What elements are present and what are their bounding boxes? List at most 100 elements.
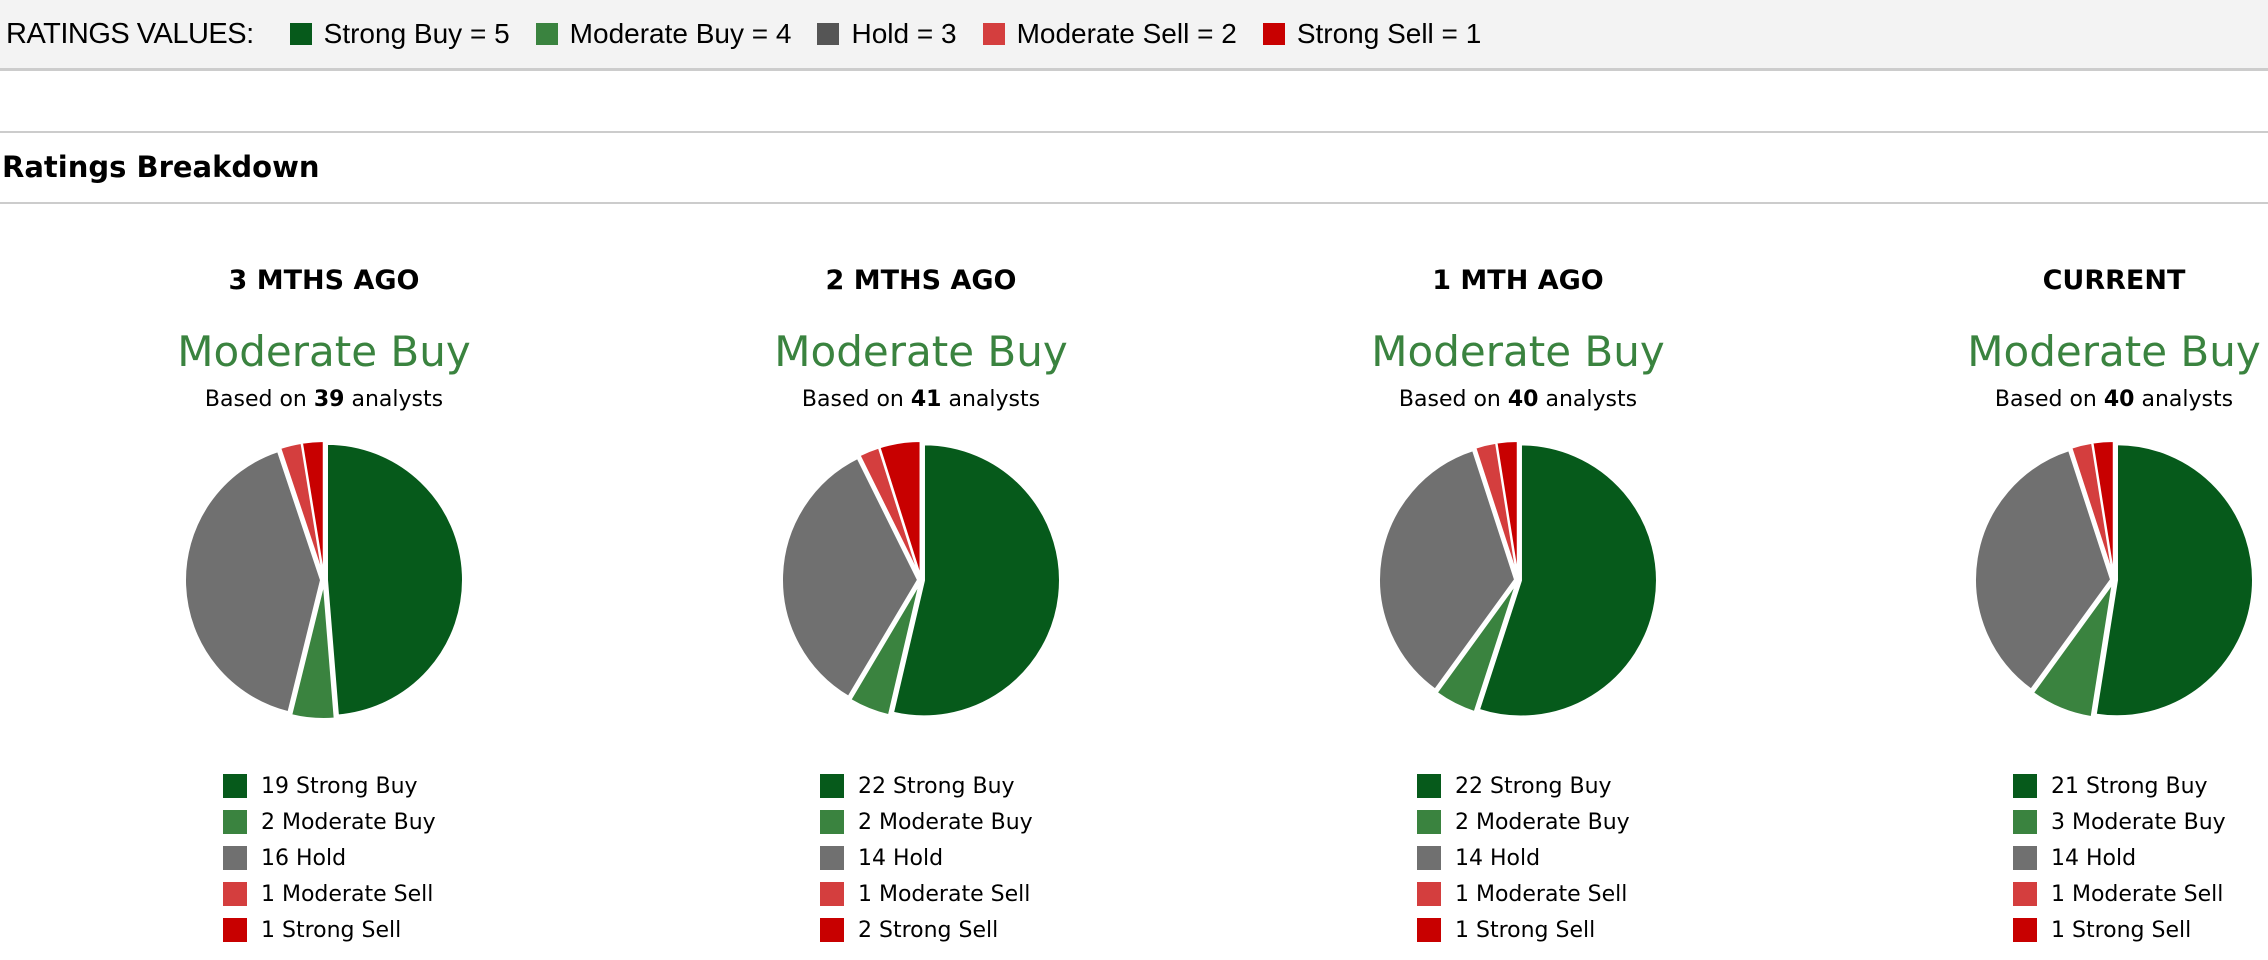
- legend-swatch: [2013, 846, 2037, 870]
- pie-slice-strong-sell[interactable]: [878, 440, 922, 579]
- ratings-period-column: 3 MTHS AGO Moderate Buy Based on 39 anal…: [44, 265, 604, 725]
- pie-slice-moderate-buy[interactable]: [290, 581, 336, 720]
- legend-text: 21 Strong Buy: [2051, 773, 2208, 799]
- legend-item: 21 Strong Buy: [2013, 768, 2226, 804]
- legend-text: 1 Strong Sell: [2051, 917, 2192, 943]
- pie-slice-strong-sell[interactable]: [1495, 440, 1519, 579]
- legend-swatch: [1417, 882, 1441, 906]
- analyst-number: 41: [910, 387, 942, 412]
- based-prefix: Based on: [1994, 387, 2097, 412]
- consensus-rating: Moderate Buy: [1967, 327, 2261, 376]
- pie-slice-hold[interactable]: [184, 450, 323, 714]
- legend-item: 1 Moderate Sell: [223, 876, 436, 912]
- legend-text: 3 Moderate Buy: [2051, 809, 2226, 835]
- legend-item: 1 Strong Sell: [1417, 912, 1630, 948]
- pie-slice-moderate-buy[interactable]: [2031, 581, 2114, 719]
- pie-slice-strong-buy[interactable]: [2094, 443, 2254, 718]
- period-title: 1 MTH AGO: [1432, 265, 1604, 296]
- legend-swatch: [1417, 846, 1441, 870]
- legend-text: 2 Moderate Buy: [1455, 809, 1630, 835]
- pie-slice-hold[interactable]: [781, 457, 920, 698]
- rating-value-text: Moderate Buy = 4: [569, 18, 792, 49]
- ratings-period-column: 2 MTHS AGO Moderate Buy Based on 41 anal…: [641, 265, 1201, 725]
- legend-swatch: [820, 810, 844, 834]
- based-suffix: analysts: [2141, 387, 2234, 412]
- legend-item: 1 Strong Sell: [223, 912, 436, 948]
- based-prefix: Based on: [1398, 387, 1501, 412]
- legend-text: 14 Hold: [1455, 845, 1541, 871]
- legend-text: 22 Strong Buy: [858, 773, 1015, 799]
- legend-text: 1 Strong Sell: [1455, 917, 1596, 943]
- analyst-count: Based on 40 analysts: [1238, 387, 1798, 421]
- legend-item: 14 Hold: [820, 840, 1033, 876]
- legend-text: 1 Moderate Sell: [1455, 881, 1628, 907]
- divider: [0, 131, 2268, 133]
- pie-slice-strong-buy[interactable]: [1477, 443, 1658, 718]
- legend-swatch: [223, 846, 247, 870]
- legend-item: 2 Moderate Buy: [1417, 804, 1630, 840]
- color-swatch: [535, 23, 558, 45]
- consensus-rating: Moderate Buy: [774, 327, 1068, 376]
- ratings-pie-chart: [1378, 440, 1658, 718]
- legend-swatch: [2013, 918, 2037, 942]
- ratings-pie-chart: [781, 440, 1061, 718]
- based-suffix: analysts: [948, 387, 1041, 412]
- color-swatch: [289, 23, 312, 45]
- rating-value-item: Strong Buy = 5: [289, 18, 510, 50]
- legend-swatch: [223, 882, 247, 906]
- legend-swatch: [1417, 918, 1441, 942]
- legend-item: 1 Moderate Sell: [820, 876, 1033, 912]
- legend-swatch: [2013, 774, 2037, 798]
- legend-text: 1 Moderate Sell: [858, 881, 1031, 907]
- pie-slice-strong-buy[interactable]: [891, 443, 1061, 718]
- pie-legend: 22 Strong Buy 2 Moderate Buy 14 Hold 1 Mode…: [820, 768, 1033, 948]
- section-title: Ratings Breakdown: [2, 150, 320, 184]
- legend-item: 2 Moderate Buy: [223, 804, 436, 840]
- pie-slice-hold[interactable]: [1378, 449, 1517, 691]
- legend-swatch: [223, 774, 247, 798]
- pie-slice-strong-sell[interactable]: [300, 440, 325, 579]
- rating-value-text: Hold = 3: [851, 18, 957, 49]
- pie-legend: 21 Strong Buy 3 Moderate Buy 14 Hold 1 Mode…: [2013, 768, 2226, 948]
- pie-legend: 22 Strong Buy 2 Moderate Buy 14 Hold 1 Mode…: [1417, 768, 1630, 948]
- legend-item: 16 Hold: [223, 840, 436, 876]
- rating-value-item: Moderate Buy = 4: [535, 18, 792, 50]
- legend-text: 1 Strong Sell: [261, 917, 402, 943]
- legend-swatch: [820, 846, 844, 870]
- legend-text: 14 Hold: [2051, 845, 2137, 871]
- color-swatch: [982, 23, 1005, 45]
- legend-item: 1 Strong Sell: [2013, 912, 2226, 948]
- ratings-pie-chart: [1974, 440, 2254, 719]
- pie-slice-moderate-buy[interactable]: [849, 581, 921, 717]
- legend-swatch: [820, 918, 844, 942]
- color-swatch: [817, 23, 840, 45]
- divider: [0, 202, 2268, 204]
- legend-text: 2 Moderate Buy: [261, 809, 436, 835]
- ratings-period-column: 1 MTH AGO Moderate Buy Based on 40 analy…: [1238, 265, 1798, 725]
- consensus-rating: Moderate Buy: [177, 327, 471, 376]
- color-swatch: [1262, 23, 1285, 45]
- legend-swatch: [223, 810, 247, 834]
- legend-swatch: [2013, 882, 2037, 906]
- period-title: 2 MTHS AGO: [825, 265, 1017, 296]
- legend-item: 3 Moderate Buy: [2013, 804, 2226, 840]
- analyst-count: Based on 39 analysts: [44, 387, 604, 421]
- pie-slice-strong-sell[interactable]: [2091, 440, 2115, 579]
- analyst-count: Based on 41 analysts: [641, 387, 1201, 421]
- legend-swatch: [1417, 810, 1441, 834]
- pie-slice-moderate-buy[interactable]: [1435, 581, 1518, 714]
- pie-slice-strong-buy[interactable]: [325, 442, 464, 717]
- legend-text: 16 Hold: [261, 845, 347, 871]
- legend-text: 19 Strong Buy: [261, 773, 418, 799]
- ratings-pie-chart: [184, 440, 464, 720]
- ratings-period-column: CURRENT Moderate Buy Based on 40 analyst…: [1834, 265, 2268, 725]
- based-suffix: analysts: [1545, 387, 1638, 412]
- legend-item: 1 Moderate Sell: [1417, 876, 1630, 912]
- pie-legend: 19 Strong Buy 2 Moderate Buy 16 Hold 1 Mode…: [223, 768, 436, 948]
- legend-item: 2 Strong Sell: [820, 912, 1033, 948]
- pie-slice-hold[interactable]: [1974, 449, 2113, 691]
- based-prefix: Based on: [801, 387, 904, 412]
- legend-item: 14 Hold: [1417, 840, 1630, 876]
- legend-item: 22 Strong Buy: [1417, 768, 1630, 804]
- period-title: 3 MTHS AGO: [228, 265, 420, 296]
